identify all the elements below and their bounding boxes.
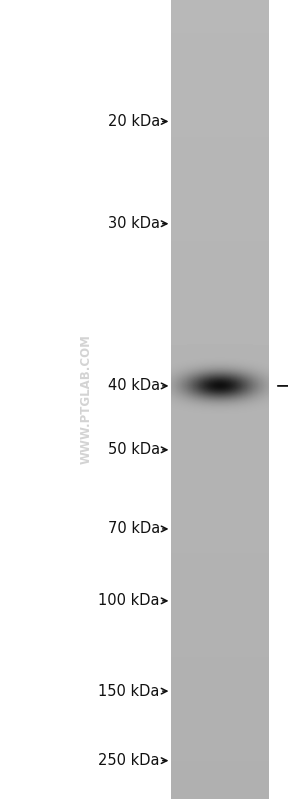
Text: WWW.PTGLAB.COM: WWW.PTGLAB.COM <box>80 335 93 464</box>
Text: 150 kDa: 150 kDa <box>98 684 160 698</box>
Text: 30 kDa: 30 kDa <box>108 217 160 231</box>
Text: 100 kDa: 100 kDa <box>98 594 160 608</box>
Text: 40 kDa: 40 kDa <box>108 379 160 393</box>
Text: 50 kDa: 50 kDa <box>108 443 160 457</box>
Text: 20 kDa: 20 kDa <box>108 114 160 129</box>
Text: 70 kDa: 70 kDa <box>108 522 160 536</box>
Text: 250 kDa: 250 kDa <box>98 753 160 768</box>
